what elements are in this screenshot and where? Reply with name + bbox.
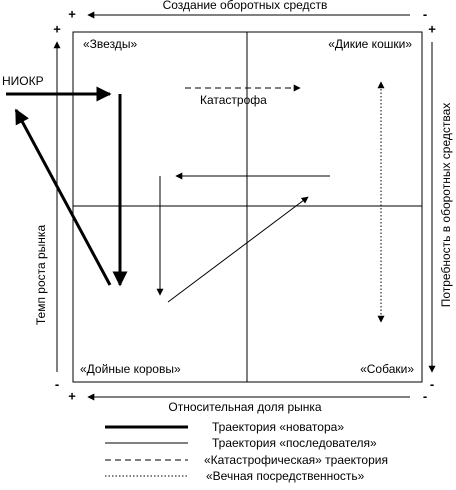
legend-label: «Катастрофическая» траектория: [204, 453, 388, 467]
sign: +: [68, 6, 76, 21]
follower-path: [167, 196, 309, 303]
annotation: Катастрофа: [200, 93, 267, 107]
legend-label: Траектория «новатора»: [212, 420, 344, 434]
bottom-axis-label: Относительная доля рынка: [168, 400, 322, 414]
innovator-path: [14, 108, 112, 286]
left-axis-label: Темп роста рынка: [34, 225, 48, 326]
sign: +: [53, 21, 61, 36]
sign: -: [423, 388, 427, 403]
quadrant-label: «Звезды»: [83, 37, 137, 51]
sign: +: [68, 388, 76, 403]
legend-label: «Вечная посредственность»: [206, 469, 365, 483]
sign: -: [430, 376, 434, 391]
right-axis-label: Потребность в оборотных средствах: [439, 103, 453, 308]
sign: -: [423, 6, 427, 21]
annotation: НИОКР: [2, 74, 44, 88]
quadrant-label: «Собаки»: [360, 362, 414, 376]
sign: +: [428, 21, 436, 36]
quadrant-label: «Дойные коровы»: [80, 362, 181, 376]
top-axis-label: Создание оборотных средств: [163, 0, 328, 12]
legend-label: Траектория «последователя»: [212, 436, 377, 450]
quadrant-label: «Дикие кошки»: [328, 37, 412, 51]
sign: -: [55, 376, 59, 391]
